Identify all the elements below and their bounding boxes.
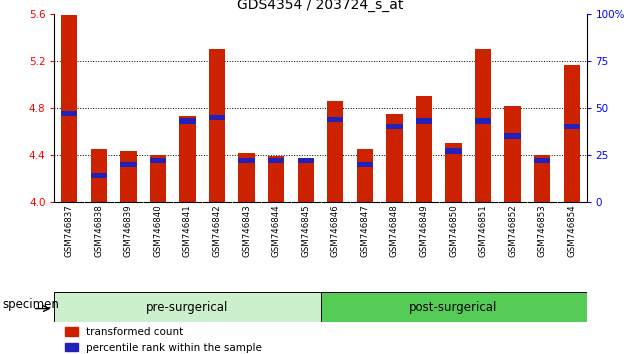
Bar	[238, 158, 254, 163]
Bar	[90, 173, 107, 178]
Bar	[268, 158, 285, 163]
Text: GSM746851: GSM746851	[479, 205, 488, 257]
Bar	[297, 158, 314, 163]
Text: GSM746853: GSM746853	[538, 205, 547, 257]
Bar	[209, 115, 225, 120]
Bar	[121, 152, 137, 202]
Bar	[445, 143, 462, 202]
Bar	[534, 155, 551, 202]
Text: GSM746850: GSM746850	[449, 205, 458, 257]
Text: GSM746843: GSM746843	[242, 205, 251, 257]
Text: GSM746848: GSM746848	[390, 205, 399, 257]
Bar	[268, 156, 285, 202]
Text: GSM746838: GSM746838	[94, 205, 103, 257]
Bar	[534, 158, 551, 163]
Bar	[327, 101, 344, 202]
Bar	[320, 292, 587, 322]
Text: GSM746846: GSM746846	[331, 205, 340, 257]
Bar	[179, 116, 196, 202]
Text: GSM746852: GSM746852	[508, 205, 517, 257]
Text: GSM746849: GSM746849	[419, 205, 428, 257]
Text: GSM746842: GSM746842	[213, 205, 222, 257]
Bar	[475, 49, 491, 202]
Bar	[356, 149, 373, 202]
Bar	[327, 116, 344, 122]
Bar	[563, 64, 580, 202]
Text: GSM746841: GSM746841	[183, 205, 192, 257]
Title: GDS4354 / 203724_s_at: GDS4354 / 203724_s_at	[237, 0, 404, 12]
Bar	[297, 161, 314, 202]
Text: GSM746840: GSM746840	[153, 205, 162, 257]
Text: post-surgerical: post-surgerical	[410, 301, 497, 314]
Bar	[90, 149, 107, 202]
Bar	[238, 153, 254, 202]
Bar	[387, 124, 403, 129]
Text: GSM746844: GSM746844	[272, 205, 281, 257]
Bar	[387, 114, 403, 202]
Legend: transformed count, percentile rank within the sample: transformed count, percentile rank withi…	[65, 327, 262, 353]
Text: specimen: specimen	[3, 298, 60, 310]
Bar	[416, 96, 432, 202]
Bar	[150, 155, 166, 202]
Bar	[54, 292, 320, 322]
Text: GSM746839: GSM746839	[124, 205, 133, 257]
Bar	[504, 105, 520, 202]
Bar	[121, 162, 137, 167]
Bar	[209, 49, 225, 202]
Bar	[61, 111, 78, 116]
Bar	[150, 158, 166, 163]
Bar	[179, 119, 196, 124]
Text: GSM746845: GSM746845	[301, 205, 310, 257]
Text: GSM746854: GSM746854	[567, 205, 576, 257]
Text: GSM746837: GSM746837	[65, 205, 74, 257]
Bar	[563, 124, 580, 129]
Bar	[356, 162, 373, 167]
Bar	[61, 15, 78, 202]
Text: GSM746847: GSM746847	[360, 205, 369, 257]
Text: pre-surgerical: pre-surgerical	[146, 301, 229, 314]
Bar	[475, 119, 491, 124]
Bar	[445, 148, 462, 154]
Bar	[416, 119, 432, 124]
Bar	[504, 133, 520, 139]
